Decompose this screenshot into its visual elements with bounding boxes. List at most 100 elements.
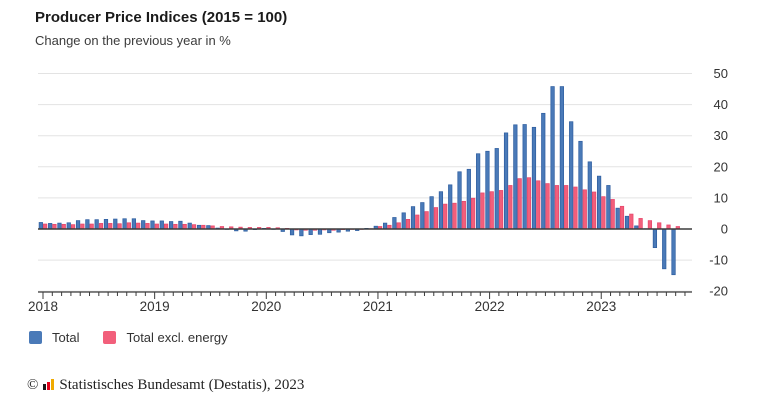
bar-total <box>94 219 99 230</box>
source-text: Statistisches Bundesamt (Destatis), 2023 <box>59 377 305 393</box>
bar-excl-energy <box>136 222 141 230</box>
bar-total <box>494 148 499 230</box>
x-tick-label: 2021 <box>363 299 393 314</box>
bar-total <box>550 86 555 230</box>
bar-excl-energy <box>517 178 522 230</box>
bar-total <box>429 196 434 230</box>
bar-total <box>187 222 192 230</box>
x-tick-label: 2022 <box>475 299 505 314</box>
bar-excl-energy <box>433 207 439 230</box>
bar-total <box>522 124 527 230</box>
bar-excl-energy <box>619 205 625 230</box>
copyright-symbol: © <box>27 377 39 393</box>
excl-energy-swatch-icon <box>103 331 117 344</box>
total-swatch-icon <box>29 331 42 344</box>
bar-total <box>485 150 490 230</box>
bar-total <box>438 191 444 230</box>
y-tick-label: 40 <box>714 97 728 112</box>
bar-total <box>466 168 471 230</box>
bar-total <box>401 212 406 230</box>
bar-total <box>85 219 90 230</box>
bar-excl-energy <box>443 203 448 230</box>
bar-total <box>513 124 518 230</box>
bar-total <box>541 112 546 230</box>
x-tick-label: 2019 <box>140 299 170 314</box>
x-tick-label: 2020 <box>251 299 281 314</box>
bar-excl-energy <box>582 189 587 230</box>
bar-excl-energy <box>126 222 131 230</box>
bar-excl-energy <box>489 191 494 230</box>
source-line: © Statistisches Bundesamt (Destatis), 20… <box>27 377 304 394</box>
bar-excl-energy <box>461 200 466 230</box>
y-tick-label: 10 <box>714 190 728 205</box>
bar-total <box>178 220 183 230</box>
bar-total <box>103 219 109 230</box>
bar-total <box>150 220 155 230</box>
bar-total <box>587 161 592 230</box>
bar-total <box>57 222 62 230</box>
bar-total <box>420 202 425 230</box>
bar-total <box>596 175 602 230</box>
bar-excl-energy <box>498 190 504 230</box>
bar-excl-energy <box>526 177 532 230</box>
bar-total <box>392 217 397 230</box>
bar-total <box>141 220 146 230</box>
bar-excl-energy <box>554 185 559 230</box>
bar-excl-energy <box>536 180 541 230</box>
bar-total <box>38 222 43 230</box>
bar-excl-energy <box>452 202 457 230</box>
bar-total <box>289 228 295 236</box>
bar-excl-energy <box>396 222 401 230</box>
bar-excl-energy <box>508 185 513 230</box>
bar-excl-energy <box>591 191 597 230</box>
bar-total <box>531 126 537 230</box>
bar-total <box>382 222 388 230</box>
bar-excl-energy <box>98 223 104 230</box>
bar-total <box>159 220 164 230</box>
y-tick-label: 50 <box>714 66 728 81</box>
bar-excl-energy <box>610 199 615 230</box>
bar-excl-energy <box>405 219 411 230</box>
bar-total <box>448 184 453 230</box>
bar-total <box>308 228 313 235</box>
bar-total <box>606 185 611 230</box>
bar-excl-energy <box>638 218 643 230</box>
bar-excl-energy <box>647 220 653 230</box>
bar-excl-energy <box>564 185 569 230</box>
bar-total <box>615 207 620 230</box>
bar-total <box>299 228 304 237</box>
y-tick-label: -20 <box>709 284 728 299</box>
legend-label-total: Total <box>52 330 80 345</box>
bar-total <box>662 228 667 270</box>
bar-total <box>122 218 127 230</box>
chart-legend: Total Total excl. energy <box>29 330 228 345</box>
bar-excl-energy <box>480 192 485 230</box>
legend-item-total: Total <box>29 330 79 345</box>
bar-excl-energy <box>145 223 150 230</box>
legend-label-excl-energy: Total excl. energy <box>126 330 228 345</box>
legend-item-excl-energy: Total excl. energy <box>103 330 228 345</box>
y-tick-label: -10 <box>709 253 728 268</box>
bar-total <box>578 140 583 230</box>
bar-total <box>559 86 564 230</box>
bar-excl-energy <box>108 223 113 230</box>
bar-total <box>48 223 53 230</box>
bar-total <box>169 221 174 230</box>
ppi-bar-chart: 50 40 30 20 10 0 -10 -20 2018 2019 2020 2021 2022 202… <box>28 66 728 314</box>
bar-excl-energy <box>573 186 578 230</box>
bar-total <box>503 132 509 230</box>
bar-excl-energy <box>545 183 550 230</box>
chart-subtitle: Change on the previous year in % <box>35 33 231 48</box>
bar-total <box>476 153 481 230</box>
bar-excl-energy <box>629 213 634 230</box>
bar-total <box>624 215 630 230</box>
y-tick-label: 20 <box>714 159 728 174</box>
y-tick-label: 0 <box>721 222 728 237</box>
destatis-bar-chart-icon <box>43 379 55 390</box>
bar-excl-energy <box>471 197 476 230</box>
chart-title: Producer Price Indices (2015 = 100) <box>35 9 288 26</box>
bar-total <box>75 220 81 230</box>
bar-total <box>652 228 658 249</box>
bar-total <box>66 222 71 230</box>
